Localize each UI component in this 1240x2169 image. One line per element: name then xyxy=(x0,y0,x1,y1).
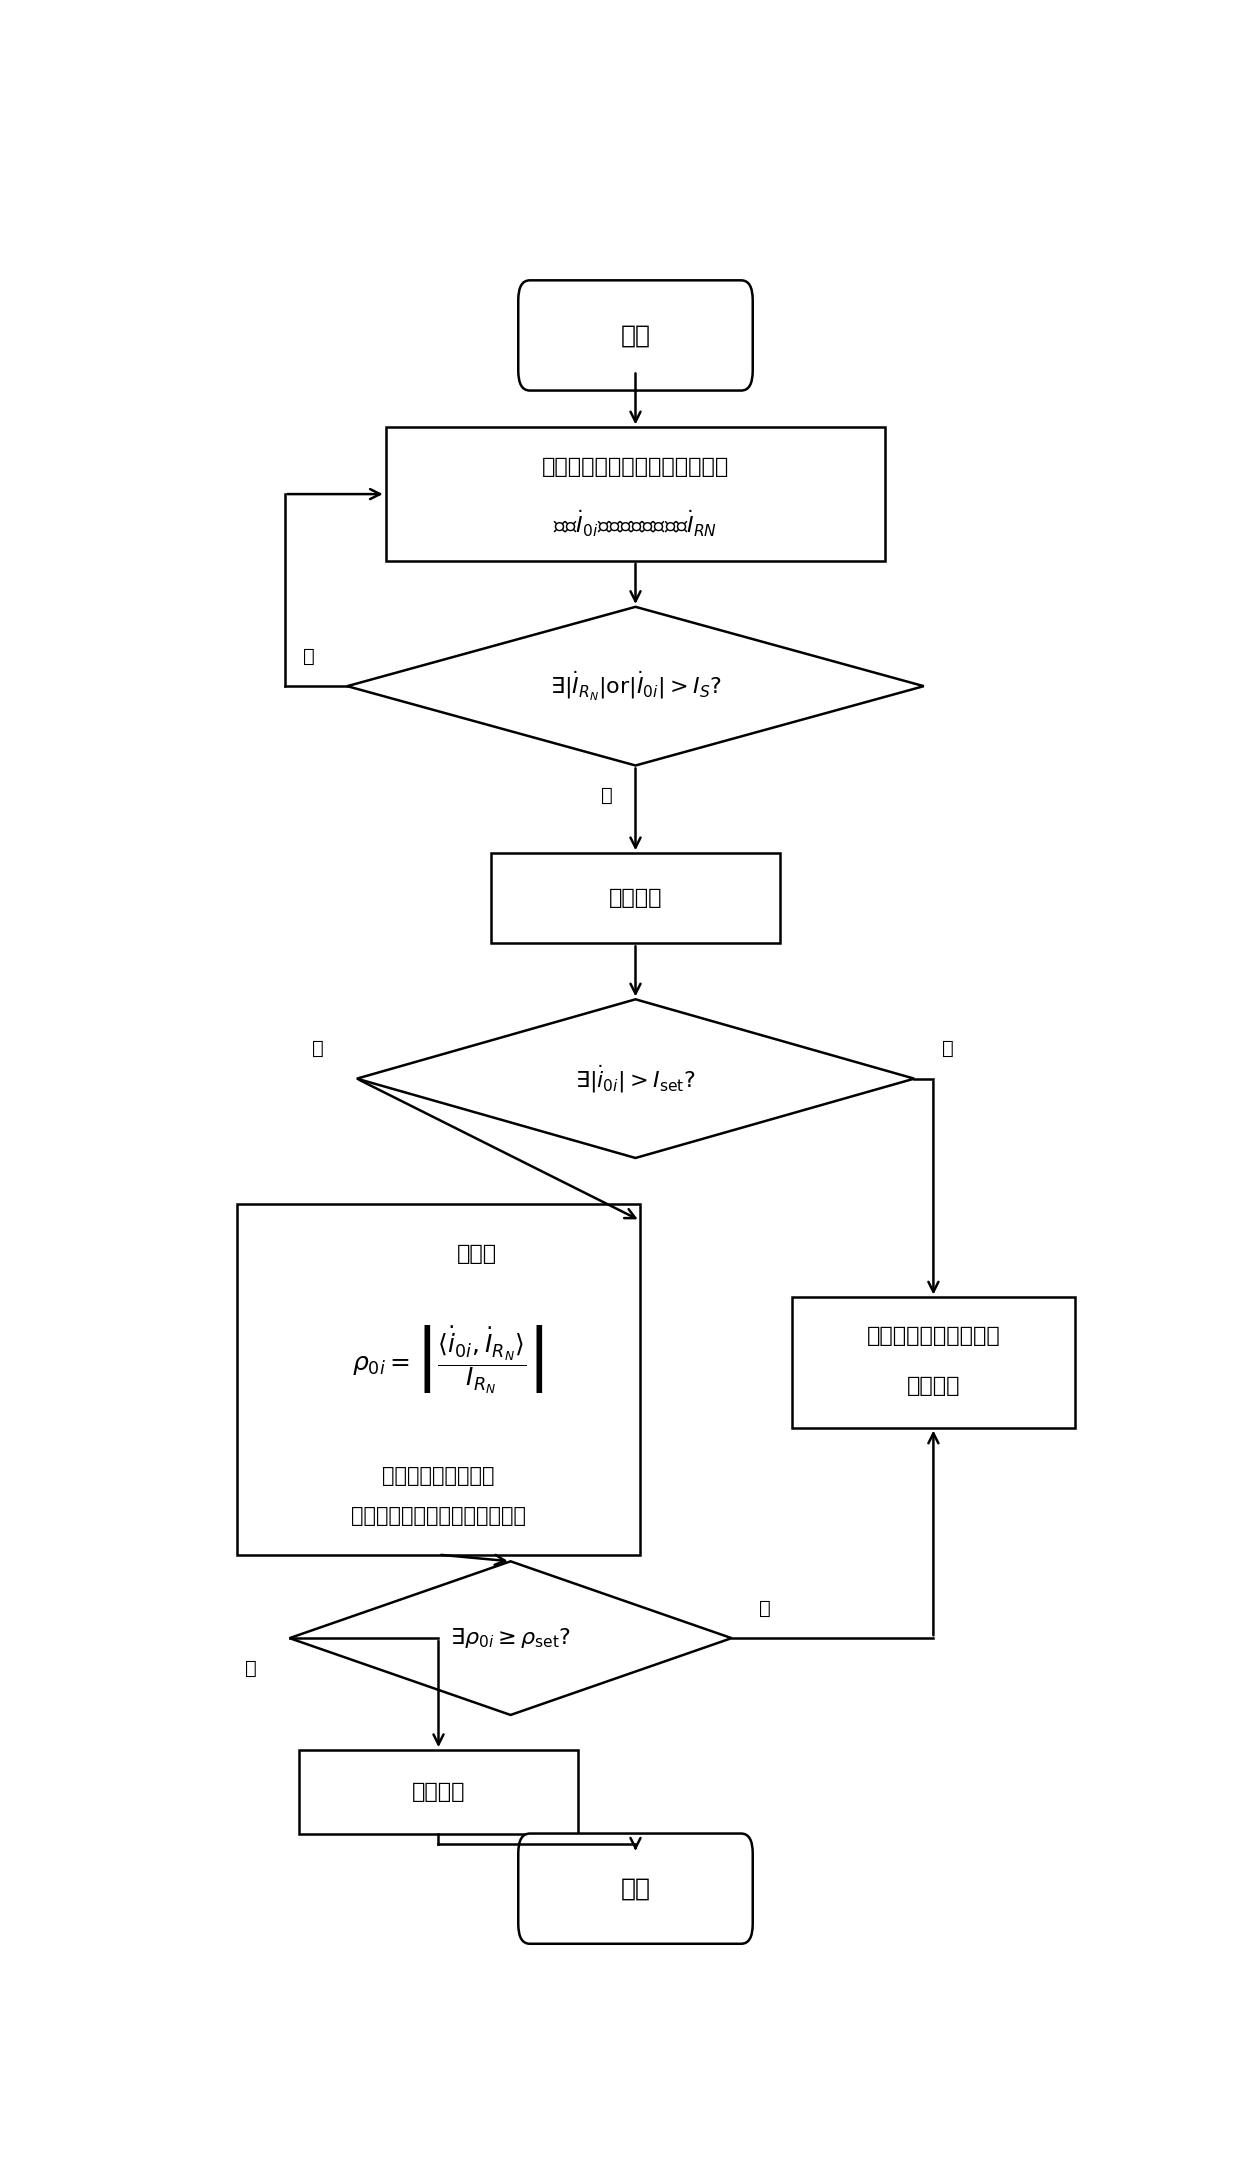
Bar xyxy=(791,1297,1075,1427)
Bar xyxy=(386,427,885,562)
Bar xyxy=(491,852,780,944)
Text: 计算各出线零序电流: 计算各出线零序电流 xyxy=(382,1466,495,1486)
Text: 结束: 结束 xyxy=(620,1876,651,1900)
Polygon shape xyxy=(347,607,924,766)
Text: 是: 是 xyxy=(942,1039,954,1058)
Text: 切除故障: 切除故障 xyxy=(906,1375,960,1397)
Text: 电流$\dot{I}_{0i}$及中性点零序电流$\dot{I}_{RN}$: 电流$\dot{I}_{0i}$及中性点零序电流$\dot{I}_{RN}$ xyxy=(553,510,718,540)
Text: 否: 否 xyxy=(312,1039,324,1058)
FancyBboxPatch shape xyxy=(518,1833,753,1943)
Text: 按公式: 按公式 xyxy=(456,1245,497,1265)
Polygon shape xyxy=(289,1562,732,1716)
Text: 开始: 开始 xyxy=(620,323,651,347)
Text: 否: 否 xyxy=(303,646,315,666)
Text: 该出线的断路器动作，: 该出线的断路器动作， xyxy=(867,1325,1001,1345)
Text: 在中性点零序电流上的投影系数: 在中性点零序电流上的投影系数 xyxy=(351,1505,526,1527)
Polygon shape xyxy=(357,1000,914,1158)
Text: $\exists\rho_{0i}\geq\rho_{\mathrm{set}}$?: $\exists\rho_{0i}\geq\rho_{\mathrm{set}}… xyxy=(450,1627,572,1651)
Text: $\rho_{0i}=\left|\dfrac{\langle\dot{i}_{0i},\dot{I}_{R_N}\rangle}{I_{R_N}}\right: $\rho_{0i}=\left|\dfrac{\langle\dot{i}_{… xyxy=(352,1323,544,1395)
Text: $\exists|\dot{I}_{R_N}|\mathrm{or}|\dot{I}_{0i}|>I_S$?: $\exists|\dot{I}_{R_N}|\mathrm{or}|\dot{… xyxy=(549,670,722,703)
Text: 保护返回: 保护返回 xyxy=(412,1781,465,1802)
Text: 保护启动: 保护启动 xyxy=(609,889,662,909)
Text: $\exists|\dot{i}_{0i}|>I_{\mathrm{set}}$?: $\exists|\dot{i}_{0i}|>I_{\mathrm{set}}$… xyxy=(575,1063,696,1095)
Text: 否: 否 xyxy=(246,1659,257,1677)
Bar xyxy=(299,1750,578,1833)
FancyBboxPatch shape xyxy=(518,280,753,390)
Bar xyxy=(237,1204,640,1555)
Text: 集中式保护装置采集各出线零序: 集中式保护装置采集各出线零序 xyxy=(542,458,729,477)
Text: 是: 是 xyxy=(759,1599,771,1618)
Text: 是: 是 xyxy=(601,785,613,805)
